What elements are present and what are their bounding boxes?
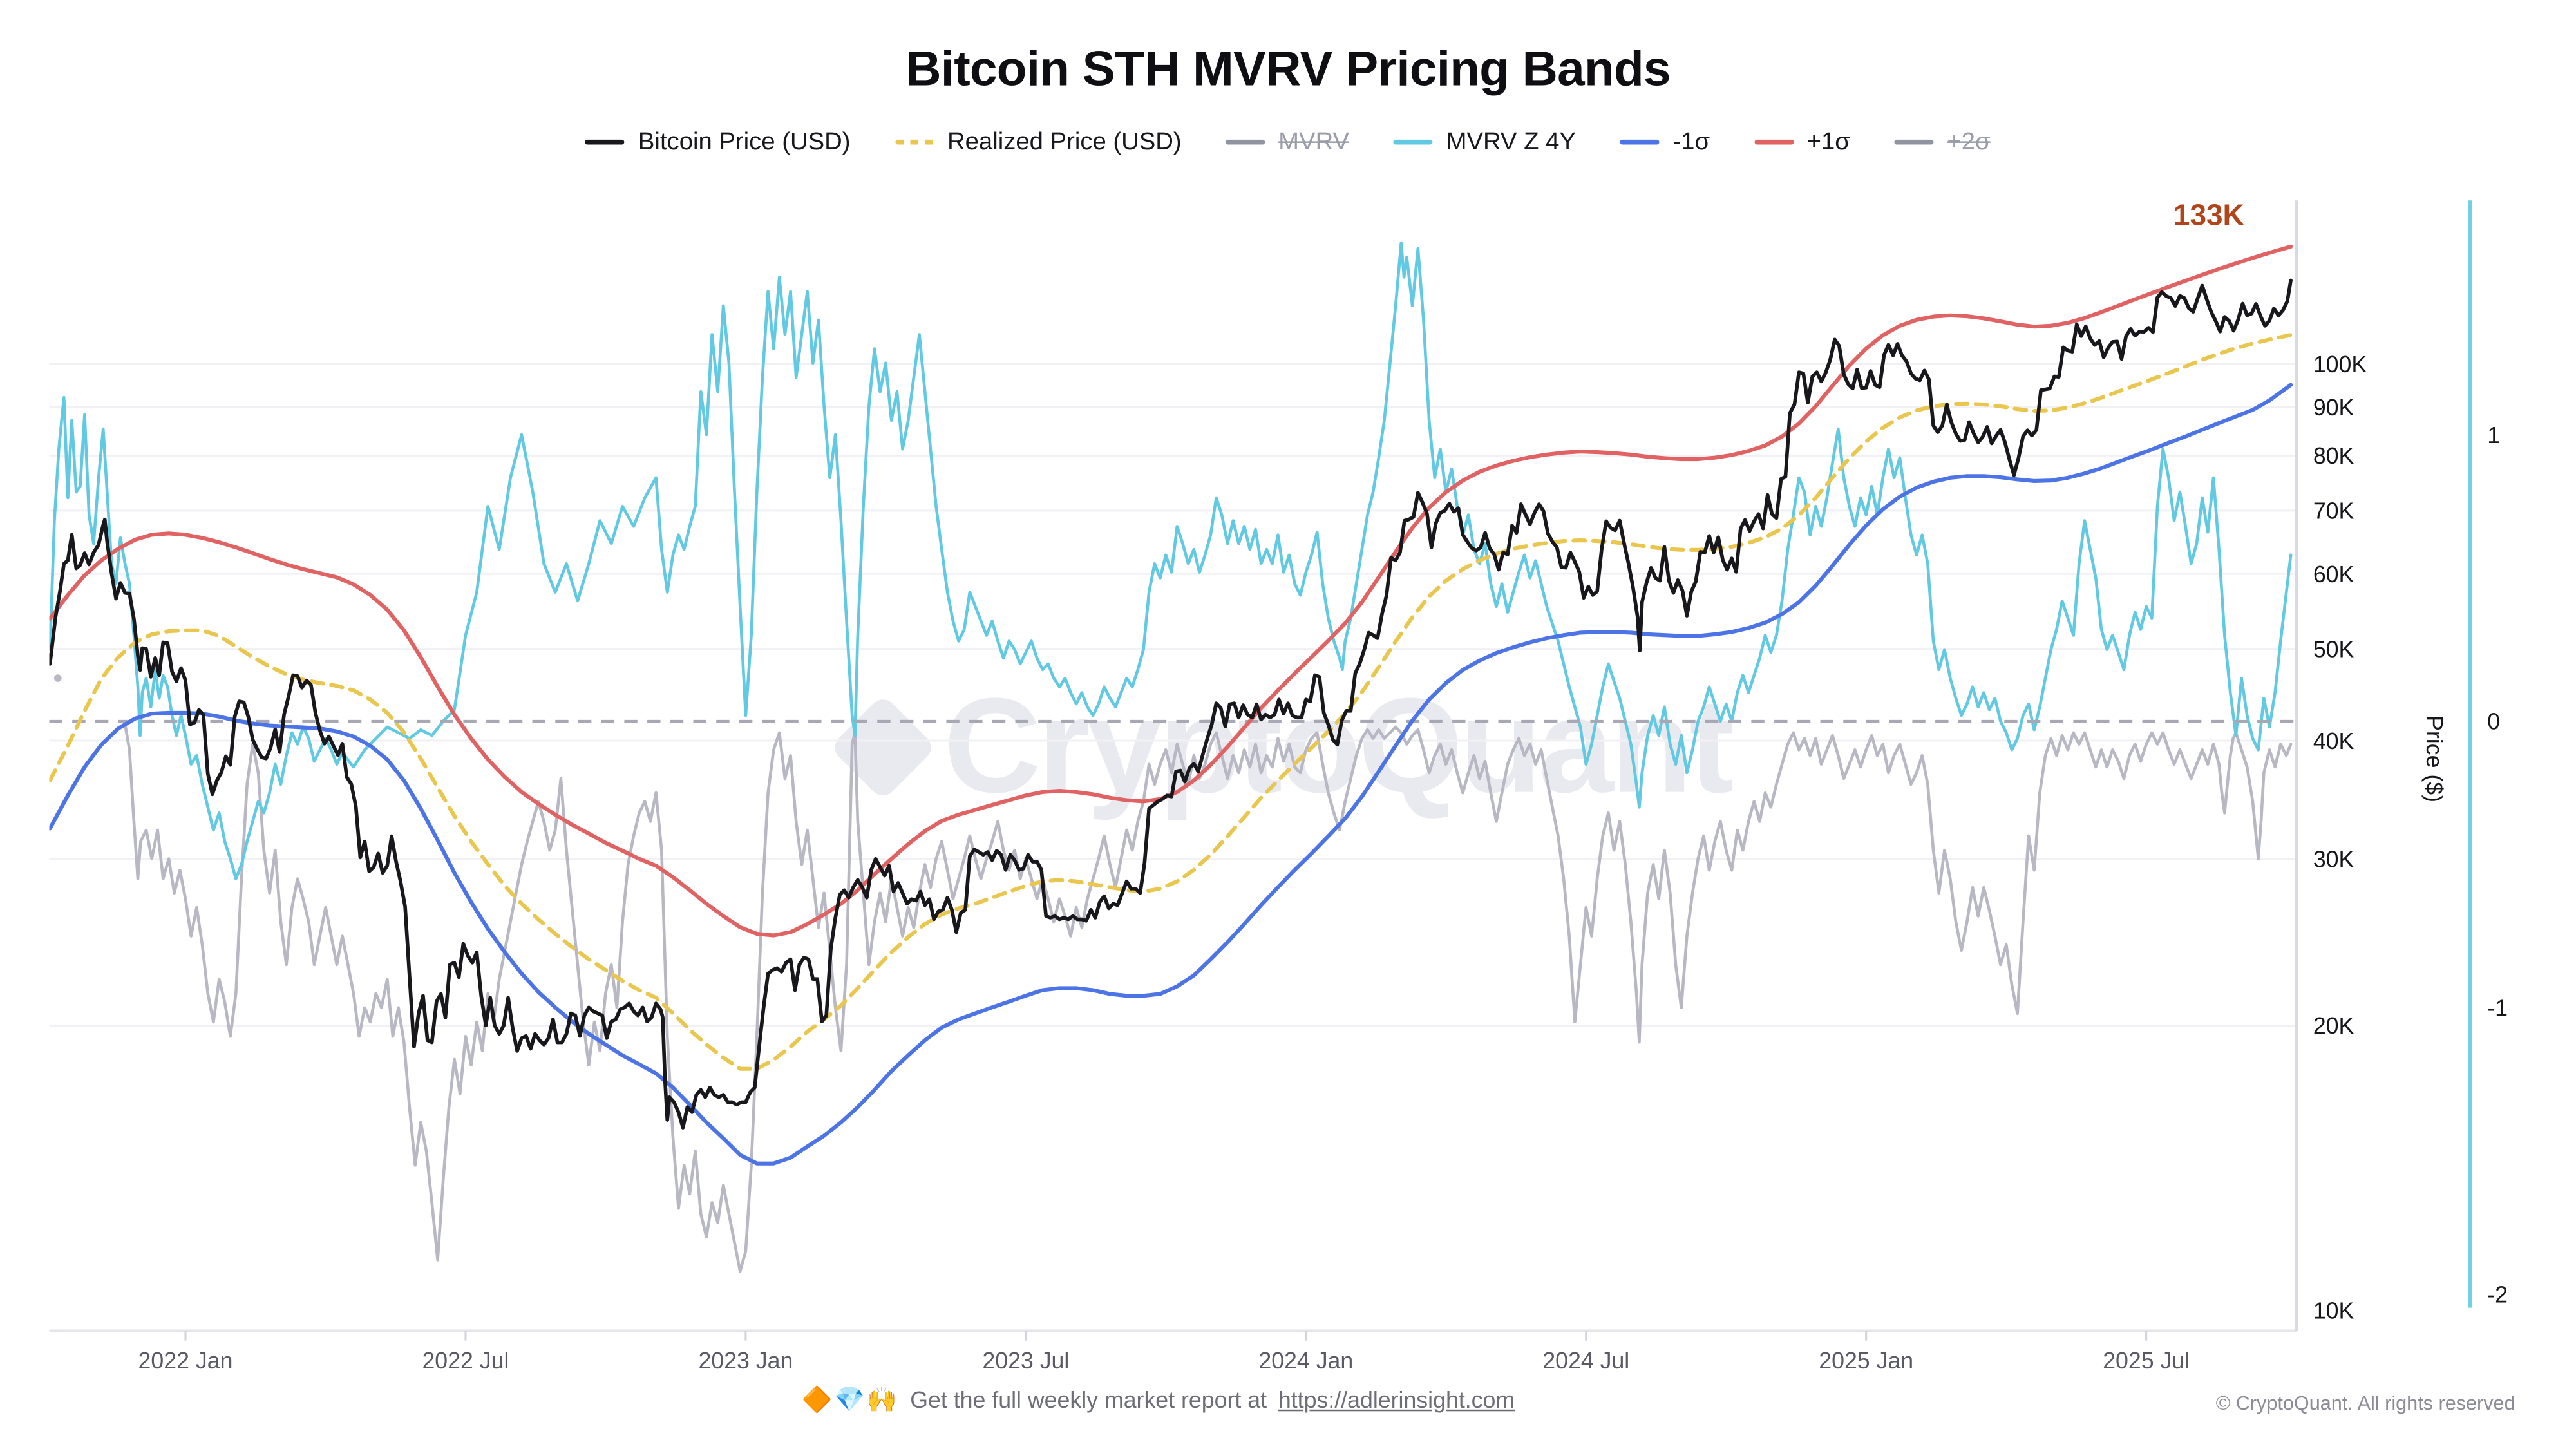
legend-item-mvrv[interactable]: MVRV (1226, 128, 1350, 156)
footer-text: Get the full weekly market report at (910, 1387, 1267, 1413)
axis-x-labels: 2022 Jan 2022 Jul 2023 Jan 2023 Jul 2024 Jan… (138, 1331, 2190, 1374)
watermark: CryptoQuant (829, 670, 1734, 825)
gridlines (49, 363, 2297, 1027)
x-tick-label: 2022 Jul (422, 1348, 509, 1374)
legend-swatch-icon (585, 139, 625, 146)
legend-item--1-[interactable]: +1σ (1754, 128, 1850, 156)
legend-label: -1σ (1672, 128, 1710, 156)
footer-link[interactable]: https://adlerinsight.com (1278, 1387, 1515, 1413)
legend-label: MVRV Z 4Y (1446, 128, 1576, 156)
footer: 🔶💎🙌 Get the full weekly market report at… (801, 1385, 1515, 1415)
legend-swatch-icon (1894, 139, 1934, 146)
legend: Bitcoin Price (USD) Realized Price (USD) M… (0, 128, 2576, 156)
price-tick-label: 100K (2313, 352, 2367, 377)
page-title: Bitcoin STH MVRV Pricing Bands (905, 43, 1671, 97)
x-tick-label: 2022 Jan (138, 1348, 233, 1374)
legend-swatch-icon (1393, 139, 1434, 146)
z-tick-label: -2 (2487, 1282, 2508, 1307)
annotation-133k: 133K (2173, 198, 2244, 232)
axis-price-labels: 10K 20K 30K 40K 50K 60K 70K 80K 90K 100K (2313, 352, 2367, 1324)
x-tick-label: 2025 Jan (1819, 1348, 1913, 1374)
legend-label: MVRV (1278, 128, 1350, 156)
footer-emoji-icons: 🔶💎🙌 (801, 1387, 899, 1415)
mvrv-start-dot (53, 674, 62, 682)
x-tick-label: 2025 Jul (2103, 1348, 2190, 1374)
x-tick-label: 2023 Jan (698, 1348, 793, 1374)
z-tick-label: 0 (2487, 709, 2500, 735)
price-tick-label: 80K (2313, 443, 2354, 469)
price-tick-label: 10K (2313, 1298, 2354, 1324)
x-tick-label: 2024 Jul (1542, 1348, 1629, 1374)
z-tick-label: -1 (2487, 996, 2508, 1021)
price-tick-label: 60K (2313, 562, 2354, 587)
legend-swatch-icon (1620, 139, 1660, 146)
watermark-text: CryptoQuant (943, 672, 1734, 822)
price-tick-label: 90K (2313, 395, 2354, 421)
legend-item-bitcoin-price-usd-[interactable]: Bitcoin Price (USD) (585, 128, 851, 156)
legend-item-mvrv-z-4y[interactable]: MVRV Z 4Y (1393, 128, 1576, 156)
series-group (49, 241, 2297, 1273)
x-tick-label: 2024 Jan (1258, 1348, 1353, 1374)
axis-z-labels: 1 0 -1 -2 (2487, 422, 2508, 1308)
legend-label: Realized Price (USD) (947, 128, 1182, 156)
x-tick-label: 2023 Jul (982, 1348, 1069, 1374)
legend-swatch-icon (895, 139, 934, 146)
price-axis-title: Price ($) (2421, 715, 2447, 802)
legend-item--2-[interactable]: +2σ (1894, 128, 1991, 156)
legend-label: +2σ (1947, 128, 1991, 156)
legend-item-realized-price-usd-[interactable]: Realized Price (USD) (895, 128, 1182, 156)
legend-label: +1σ (1806, 128, 1850, 156)
price-tick-label: 50K (2313, 636, 2354, 662)
legend-swatch-icon (1754, 139, 1794, 146)
price-tick-label: 70K (2313, 498, 2354, 524)
price-tick-label: 20K (2313, 1013, 2354, 1039)
price-tick-label: 40K (2313, 728, 2354, 754)
z-tick-label: 1 (2487, 422, 2500, 448)
legend-item--1-[interactable]: -1σ (1620, 128, 1710, 156)
legend-label: Bitcoin Price (USD) (638, 128, 851, 156)
legend-swatch-icon (1226, 139, 1265, 146)
copyright-notice: © CryptoQuant. All rights reserved (2215, 1391, 2515, 1415)
axes: 10K 20K 30K 40K 50K 60K 70K 80K 90K 100K Price ($)… (49, 200, 2508, 1374)
price-tick-label: 30K (2313, 846, 2354, 872)
